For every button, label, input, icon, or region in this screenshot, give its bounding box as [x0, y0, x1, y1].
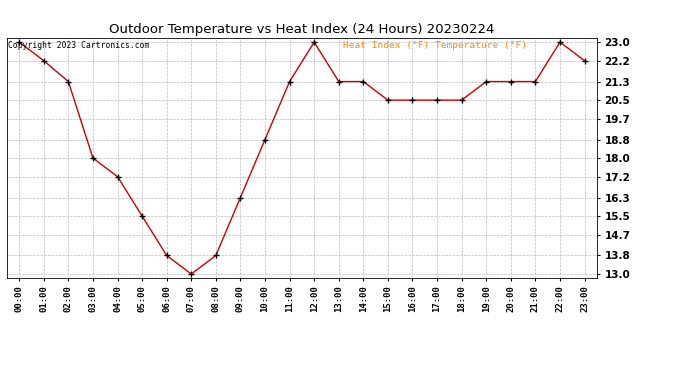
Title: Outdoor Temperature vs Heat Index (24 Hours) 20230224: Outdoor Temperature vs Heat Index (24 Ho…	[109, 23, 495, 36]
Text: Heat Index (°F) Temperature (°F): Heat Index (°F) Temperature (°F)	[343, 41, 527, 50]
Text: Copyright 2023 Cartronics.com: Copyright 2023 Cartronics.com	[8, 41, 150, 50]
